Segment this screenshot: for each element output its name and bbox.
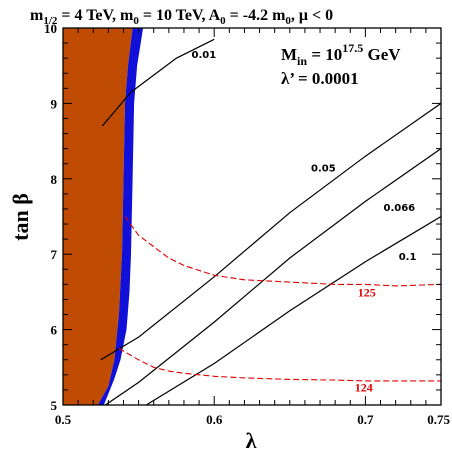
x-tick-label: 0.7 — [357, 412, 374, 427]
contour-label-124: 124 — [355, 380, 373, 394]
contour-label-125: 125 — [358, 285, 376, 299]
contour-line-125 — [124, 216, 441, 287]
y-tick-label: 5 — [51, 398, 58, 413]
chart-title: m1/2 = 4 TeV, m0 = 10 TeV, A0 = -4.2 m0,… — [30, 7, 333, 27]
contour-line-0.05 — [100, 102, 441, 361]
inset-lambda-prime: λ’ = 0.0001 — [281, 69, 359, 88]
x-axis-title: λ — [246, 428, 257, 453]
contour-line-124 — [118, 347, 441, 382]
contour-line-0.01 — [101, 38, 215, 127]
x-tick-label: 0.5 — [55, 412, 72, 427]
y-tick-label: 10 — [44, 21, 57, 36]
plot-overlay: 0.01 0.05 0.066 0.1 125 124 0.5 0.6 0.7 0.75 5 6 7 8 9… — [44, 21, 451, 427]
y-tick-label: 9 — [51, 96, 58, 111]
inset-mass-scale: Min = 1017.5 GeV — [281, 41, 401, 68]
contour-label-0.05: 0.05 — [311, 163, 336, 174]
contour-label-0.01: 0.01 — [192, 50, 217, 61]
contour-line-0.1 — [145, 215, 441, 405]
contour-label-0.1: 0.1 — [399, 252, 417, 263]
y-tick-label: 7 — [51, 247, 58, 262]
y-tick-label: 6 — [51, 323, 58, 338]
y-tick-label: 8 — [51, 172, 58, 187]
contour-line-0.066 — [104, 148, 441, 405]
contour-label-0.066: 0.066 — [384, 203, 416, 214]
plot-frame — [62, 27, 442, 406]
x-tick-label: 0.75 — [427, 412, 450, 427]
y-axis-title: tan β — [8, 193, 33, 241]
region-excluded-brown — [63, 28, 133, 405]
plot-area — [63, 28, 441, 405]
x-tick-label: 0.6 — [206, 412, 223, 427]
region-excluded-blue — [97, 28, 144, 405]
